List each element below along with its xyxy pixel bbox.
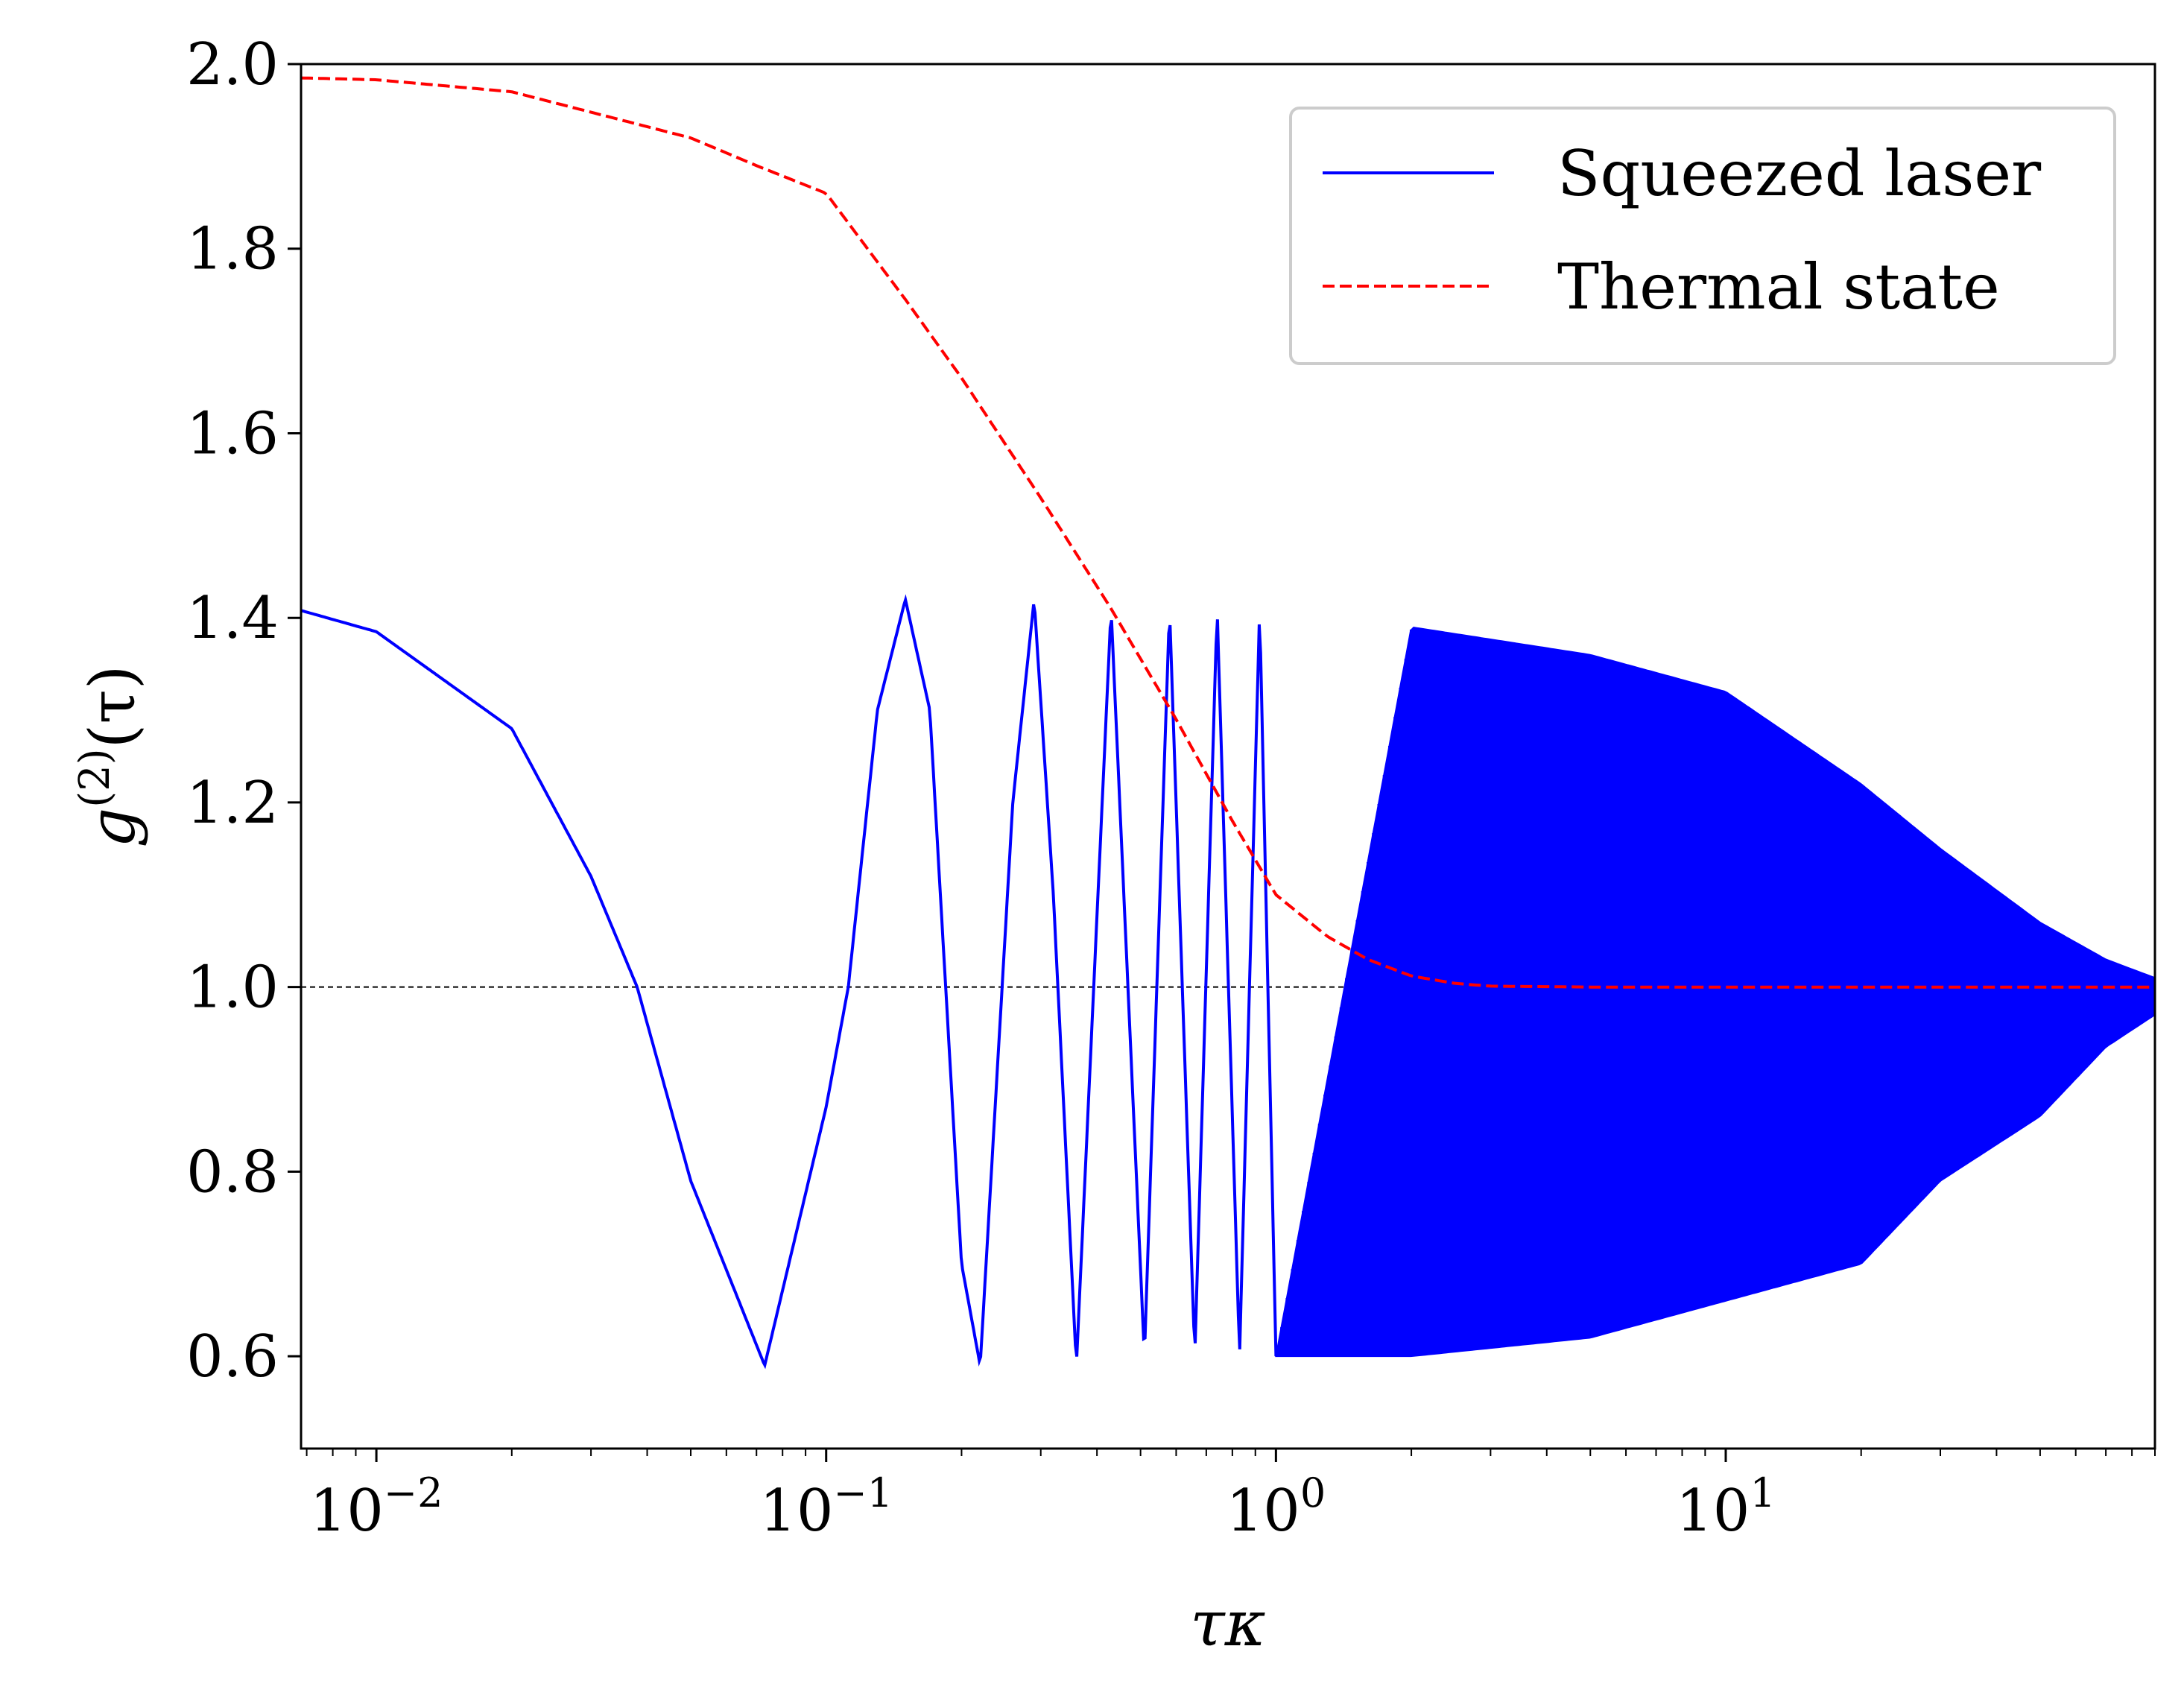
legend-label-squeezed-laser: Squeezed laser: [1557, 137, 2042, 210]
y-tick-label: 1.6: [186, 400, 279, 467]
plot-area: 0.6 0.8 1.0 1.2 1.4 1.6 1.8 2.0 10−2 10−1 100 101: [186, 31, 2156, 1545]
y-tick-label: 1.0: [186, 955, 279, 1022]
legend-label-thermal-state: Thermal state: [1557, 250, 2000, 323]
axes-frame: [300, 63, 2156, 1450]
svg-text:g(2)(τ): g(2)(τ): [71, 665, 149, 847]
x-tick-label: 100: [1226, 1469, 1326, 1545]
y-axis-title-base: g: [76, 808, 149, 848]
y-tick-label: 2.0: [186, 31, 279, 98]
y-axis-title-sup: (2): [71, 748, 119, 807]
y-tick-label: 1.8: [186, 216, 279, 283]
y-axis-title: g(2)(τ): [71, 665, 149, 847]
y-tick-label: 1.4: [186, 585, 279, 652]
y-tick-label: 0.8: [186, 1139, 279, 1206]
series-line-squeezed-laser: [301, 594, 1278, 1370]
y-axis-title-arg: (τ): [76, 665, 149, 748]
squeezed-laser-band-fill: [1275, 627, 2155, 1358]
x-tick-label: 10−1: [759, 1469, 893, 1545]
x-tick-label: 10−2: [310, 1469, 443, 1545]
y-tick-label: 0.6: [186, 1323, 279, 1390]
squeezed-laser-oscillation-band: [1275, 627, 2155, 1358]
series-line-thermal-state: [301, 76, 2155, 989]
axis-ticks: 0.6 0.8 1.0 1.2 1.4 1.6 1.8 2.0 10−2 10−1 100 101: [186, 31, 2156, 1545]
legend-box: [1289, 107, 2116, 365]
legend: Squeezed laser Thermal state: [1289, 107, 2116, 365]
x-axis-title: τκ: [1190, 1587, 1266, 1660]
y-tick-label: 1.2: [186, 770, 279, 837]
x-tick-label: 101: [1676, 1469, 1776, 1545]
